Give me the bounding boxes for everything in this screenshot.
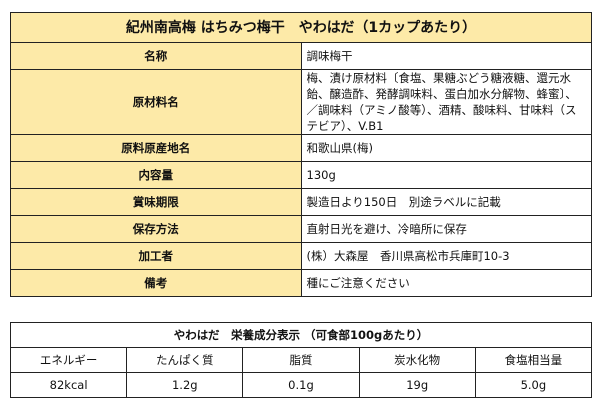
row-value: 130g bbox=[300, 161, 592, 189]
nutrition-value: 1.2g bbox=[126, 372, 244, 398]
row-value: 梅、漬け原材料〔食塩、果糖ぶどう糖液糖、還元水飴、醸造酢、発酵調味料、蛋白加水分… bbox=[300, 69, 592, 135]
row-value: 和歌山県(梅) bbox=[300, 134, 592, 162]
product-title: 紀州南高梅 はちみつ梅干 やわはだ（1カップあたり） bbox=[10, 12, 592, 43]
row-value: (株）大森屋 香川県高松市兵庫町10-3 bbox=[300, 242, 592, 270]
row-label: 賞味期限 bbox=[10, 188, 302, 216]
row-label: 内容量 bbox=[10, 161, 302, 189]
row-label: 備考 bbox=[10, 269, 302, 297]
nutrition-header: たんぱく質 bbox=[126, 347, 244, 373]
nutrition-value: 5.0g bbox=[474, 372, 593, 398]
nutrition-header: 食塩相当量 bbox=[474, 347, 593, 373]
nutrition-header: 炭水化物 bbox=[358, 347, 476, 373]
row-label: 名称 bbox=[10, 42, 302, 70]
row-label: 保存方法 bbox=[10, 215, 302, 243]
row-label: 加工者 bbox=[10, 242, 302, 270]
nutrition-value: 82kcal bbox=[9, 372, 128, 398]
nutrition-title: やわはだ 栄養成分表示 （可食部100gあたり） bbox=[10, 322, 592, 348]
row-value: 調味梅干 bbox=[300, 42, 592, 70]
row-label: 原料原産地名 bbox=[10, 134, 302, 162]
row-value: 直射日光を避け、冷暗所に保存 bbox=[300, 215, 592, 243]
product-info-table: 紀州南高梅 はちみつ梅干 やわはだ（1カップあたり） 名称 調味梅干 原材料名 梅、… bbox=[10, 12, 592, 297]
row-value: 製造日より150日 別途ラベルに記載 bbox=[300, 188, 592, 216]
nutrition-value: 19g bbox=[358, 372, 476, 398]
row-value: 種にご注意ください bbox=[300, 269, 592, 297]
nutrition-header: 脂質 bbox=[242, 347, 360, 373]
nutrition-header: エネルギー bbox=[9, 347, 128, 373]
row-label: 原材料名 bbox=[10, 69, 302, 135]
nutrition-table: やわはだ 栄養成分表示 （可食部100gあたり） エネルギー たんぱく質 脂質 … bbox=[9, 322, 593, 398]
nutrition-value: 0.1g bbox=[242, 372, 360, 398]
